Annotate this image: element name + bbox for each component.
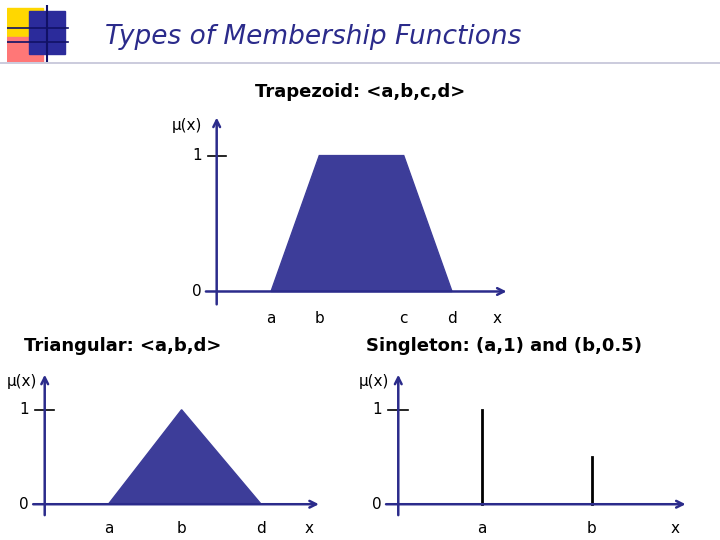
Text: Trapezoid: <a,b,c,d>: Trapezoid: <a,b,c,d> [255, 83, 465, 100]
Text: 1: 1 [19, 402, 29, 417]
Text: 1: 1 [192, 148, 202, 163]
Text: b: b [176, 521, 186, 536]
Text: Singleton: (a,1) and (b,0.5): Singleton: (a,1) and (b,0.5) [366, 336, 642, 355]
Text: a: a [477, 521, 486, 536]
Text: Triangular: <a,b,d>: Triangular: <a,b,d> [24, 336, 221, 355]
Bar [7, 8, 43, 39]
Text: Types of Membership Functions: Types of Membership Functions [105, 24, 521, 50]
Text: a: a [266, 310, 276, 326]
Text: c: c [400, 310, 408, 326]
Polygon shape [271, 156, 452, 292]
Text: 1: 1 [372, 402, 382, 417]
Text: x: x [305, 521, 313, 536]
Text: x: x [670, 521, 680, 536]
Text: 0: 0 [372, 497, 382, 512]
Text: μ(x): μ(x) [6, 374, 37, 389]
Text: d: d [256, 521, 266, 536]
Bar [29, 11, 65, 53]
Text: x: x [492, 310, 502, 326]
Text: μ(x): μ(x) [359, 374, 389, 389]
Text: 0: 0 [19, 497, 29, 512]
Text: 0: 0 [192, 284, 202, 299]
Text: a: a [104, 521, 113, 536]
Polygon shape [109, 410, 261, 504]
Text: μ(x): μ(x) [171, 118, 202, 132]
Text: b: b [587, 521, 597, 536]
Text: b: b [315, 310, 324, 326]
Bar [7, 37, 43, 62]
Text: d: d [447, 310, 457, 326]
